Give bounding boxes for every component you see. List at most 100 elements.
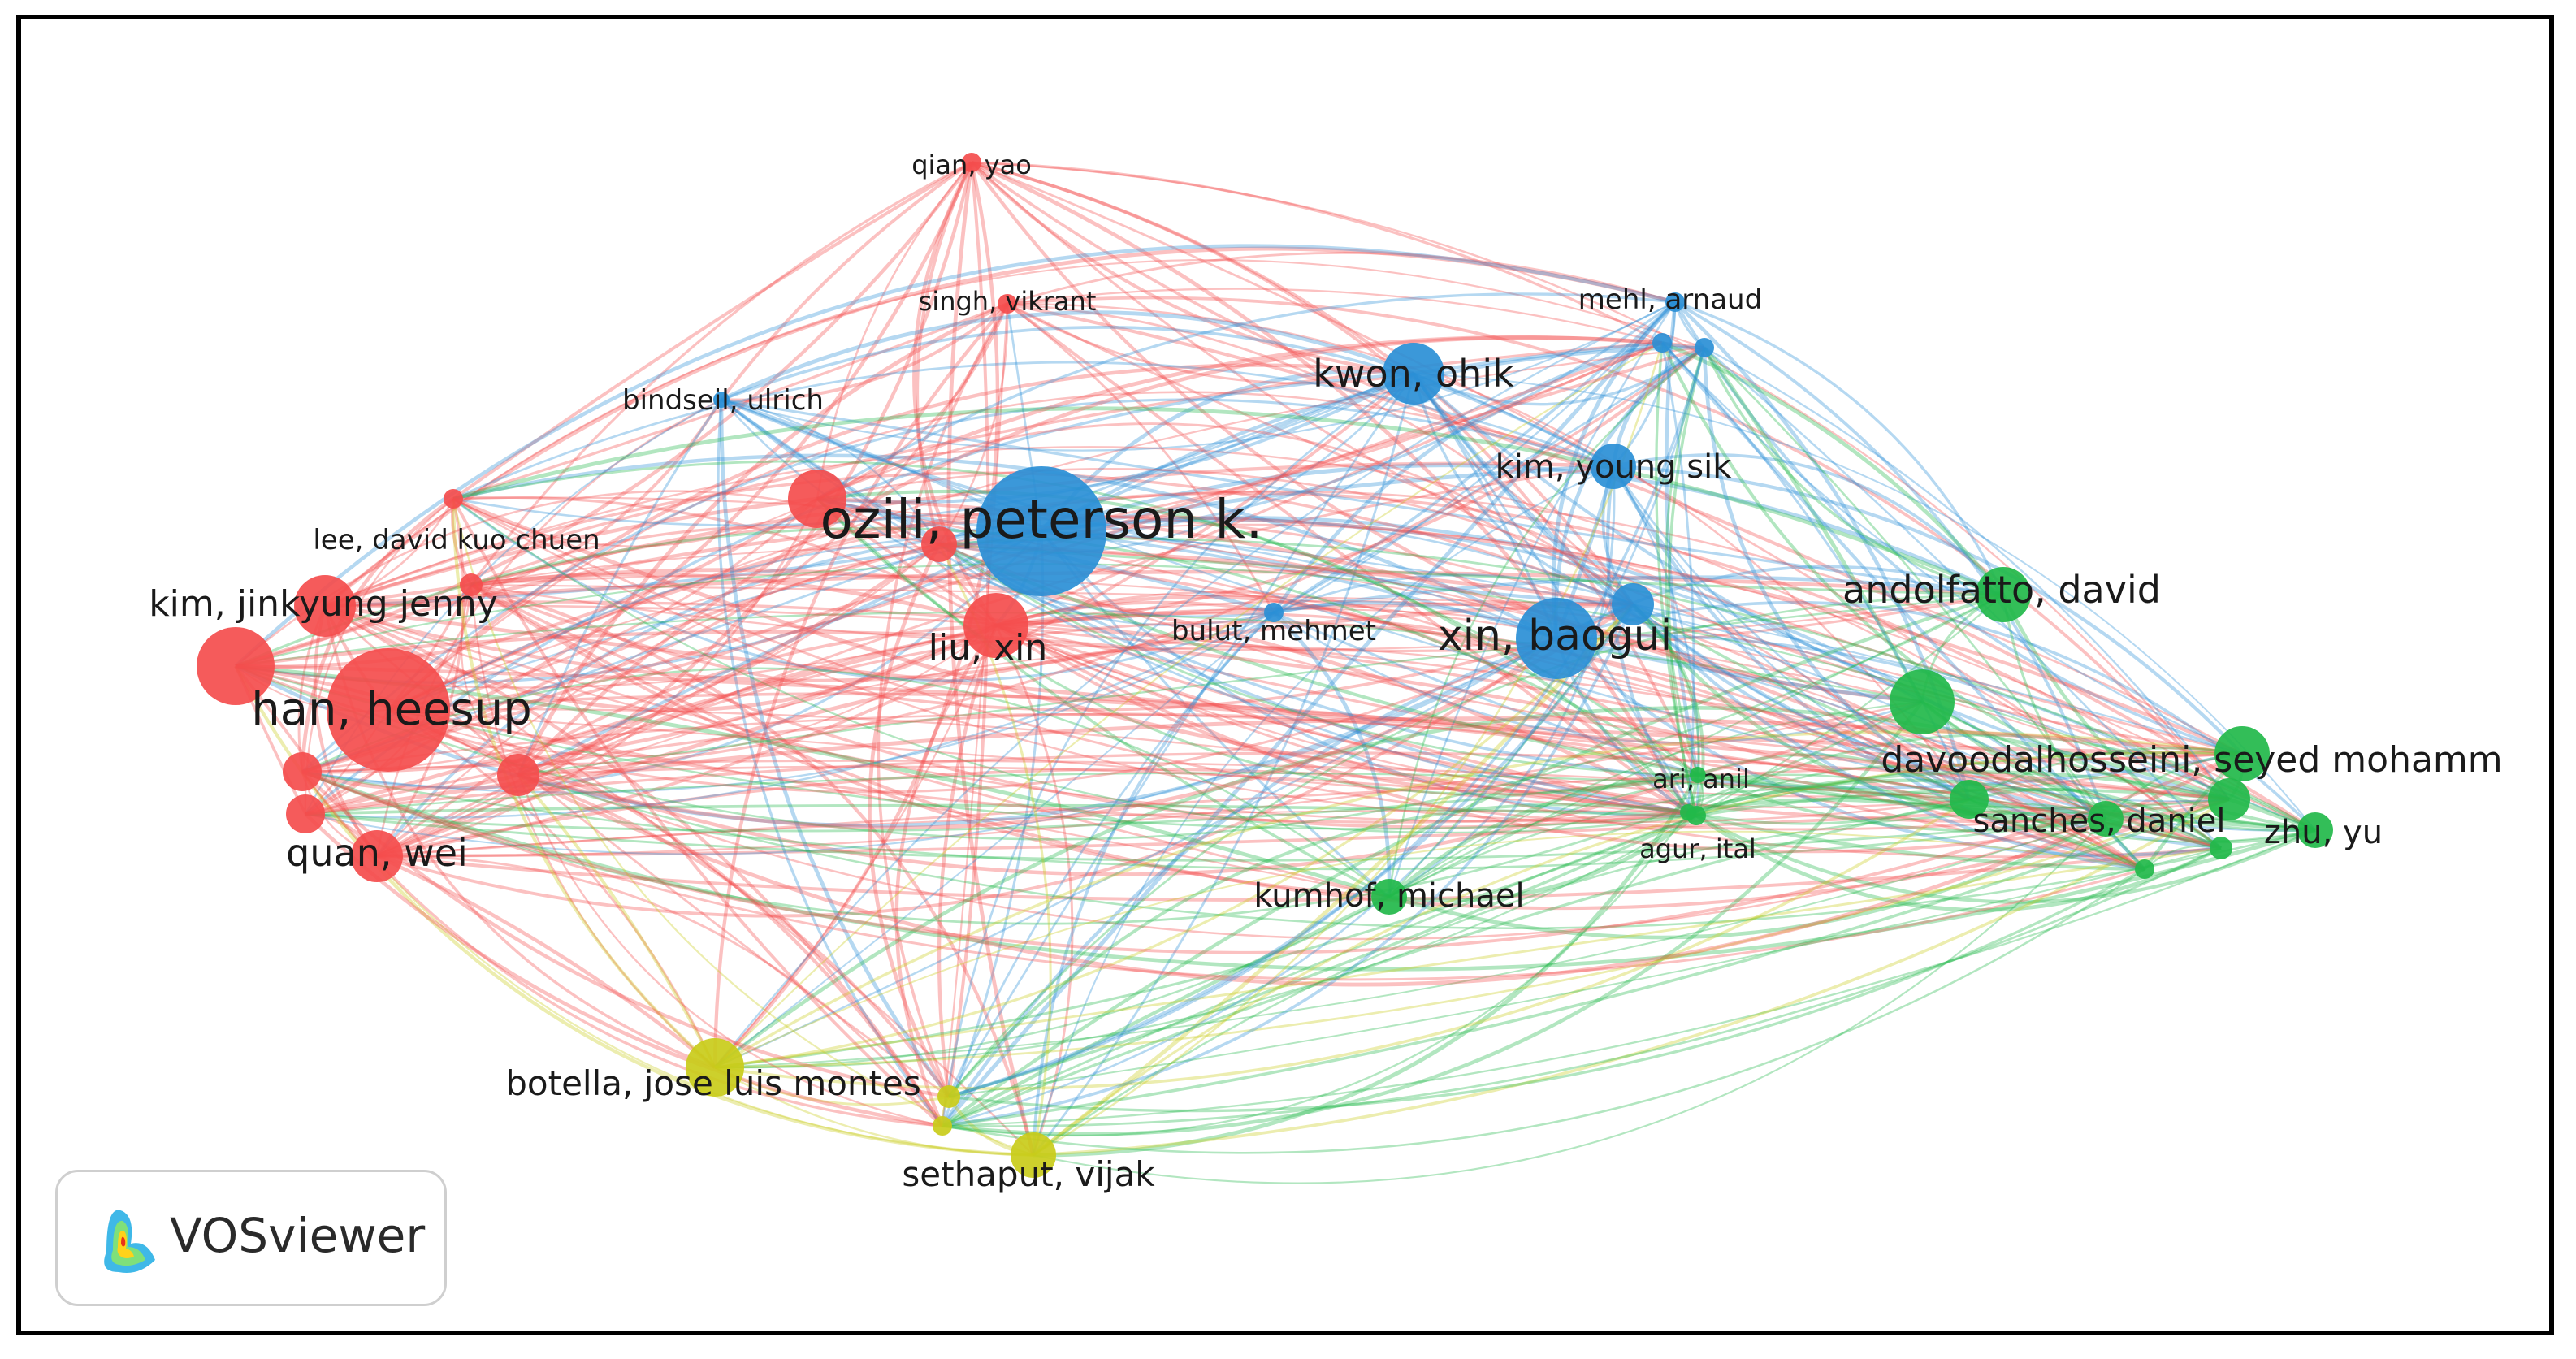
network-node-minor[interactable]	[788, 470, 846, 528]
network-link	[816, 497, 1390, 898]
network-link	[1631, 603, 2145, 872]
network-link	[235, 603, 1634, 794]
network-link	[1273, 346, 1705, 614]
network-link	[387, 490, 2243, 755]
network-node-minor[interactable]	[2135, 859, 2154, 879]
network-link	[1687, 798, 2145, 872]
network-node-xin[interactable]	[1516, 598, 1597, 679]
network-node-singh[interactable]	[998, 294, 1017, 314]
network-link	[995, 346, 1706, 628]
network-node-minor[interactable]	[937, 1085, 960, 1108]
network-node-minor[interactable]	[1652, 333, 1672, 353]
network-node-botella[interactable]	[686, 1038, 744, 1097]
network-link	[1631, 603, 2106, 822]
node-label-singh: singh, vikrant	[919, 286, 1097, 317]
network-link	[301, 712, 2222, 850]
network-node-ari[interactable]	[1690, 767, 1706, 783]
network-link	[516, 301, 1009, 777]
network-link	[235, 630, 2145, 872]
network-link	[942, 868, 2145, 1154]
network-link	[816, 162, 972, 500]
network-link	[1040, 530, 1697, 818]
network-link	[942, 846, 2222, 1128]
network-link	[1032, 465, 1614, 1156]
network-link	[1661, 342, 2243, 755]
network-link	[517, 399, 723, 776]
network-link	[517, 335, 1663, 777]
network-link	[235, 161, 973, 669]
network-link	[1968, 799, 2316, 843]
network-link	[1272, 340, 1663, 614]
network-node-han[interactable]	[327, 648, 450, 772]
network-link	[1388, 701, 1923, 898]
network-node-andolfatto[interactable]	[1976, 567, 2031, 622]
network-link	[324, 604, 1390, 898]
network-link	[375, 498, 465, 857]
network-node-ozili[interactable]	[976, 466, 1106, 596]
network-node-kimys[interactable]	[1591, 444, 1636, 489]
network-link	[1613, 453, 2005, 596]
network-node-minor[interactable]	[933, 1116, 952, 1136]
network-node-zhu[interactable]	[2297, 812, 2333, 848]
network-link	[387, 625, 997, 758]
network-link	[1667, 347, 1706, 816]
network-link	[301, 301, 1676, 794]
network-link	[324, 341, 1663, 608]
network-link	[1007, 288, 1663, 344]
network-node-quan[interactable]	[351, 830, 403, 882]
network-link	[376, 854, 717, 1069]
network-node-minor[interactable]	[1695, 338, 1714, 357]
network-node-minor[interactable]	[921, 526, 957, 562]
network-node-minor[interactable]	[286, 794, 325, 833]
network-link	[1631, 603, 1700, 776]
network-link	[721, 398, 2222, 850]
network-node-davood[interactable]	[1890, 669, 1955, 734]
network-node-minor[interactable]	[197, 627, 275, 705]
network-node-bindseil[interactable]	[713, 392, 730, 408]
network-node-liu[interactable]	[963, 593, 1028, 658]
network-link	[1556, 636, 1923, 704]
network-link	[995, 593, 2004, 652]
network-node-minor[interactable]	[444, 489, 463, 509]
network-node-kwon[interactable]	[1383, 343, 1444, 405]
network-link	[235, 611, 1923, 703]
node-label-sethaput: sethaput, vijak	[902, 1154, 1155, 1194]
network-link	[1613, 465, 1970, 801]
network-link	[1655, 342, 1698, 816]
network-node-minor[interactable]	[1612, 583, 1654, 625]
network-link	[517, 346, 1705, 777]
network-link	[1697, 773, 2316, 833]
network-node-kimjj[interactable]	[294, 575, 356, 637]
network-link	[470, 583, 1689, 829]
network-link	[517, 543, 941, 777]
network-link	[387, 391, 1614, 711]
network-link	[324, 604, 1275, 683]
network-link	[942, 829, 2316, 1127]
network-node-agur[interactable]	[1686, 806, 1706, 825]
network-node-minor[interactable]	[2214, 726, 2270, 781]
network-link	[470, 573, 1923, 703]
network-link	[1660, 342, 1695, 813]
network-node-minor[interactable]	[2208, 778, 2250, 820]
network-link	[719, 399, 950, 1098]
network-node-sanches[interactable]	[2088, 801, 2124, 837]
network-node-bulut[interactable]	[1264, 603, 1284, 622]
network-link	[1041, 517, 1634, 606]
network-node-lee[interactable]	[460, 573, 483, 596]
network-link	[995, 608, 2230, 800]
network-node-kumhof[interactable]	[1371, 879, 1407, 915]
network-node-sethaput[interactable]	[1011, 1132, 1056, 1178]
network-link	[941, 303, 1009, 1127]
network-link	[387, 708, 1697, 817]
network-node-mehl[interactable]	[1665, 292, 1685, 312]
network-link	[1032, 611, 1275, 1156]
network-node-minor[interactable]	[1950, 780, 1989, 819]
network-node-minor[interactable]	[2210, 837, 2232, 859]
network-node-minor[interactable]	[283, 752, 322, 791]
network-link	[301, 398, 1614, 773]
network-link	[1703, 347, 2004, 596]
network-link	[1388, 816, 2107, 940]
network-node-qian[interactable]	[962, 153, 981, 172]
network-node-minor[interactable]	[497, 754, 539, 796]
